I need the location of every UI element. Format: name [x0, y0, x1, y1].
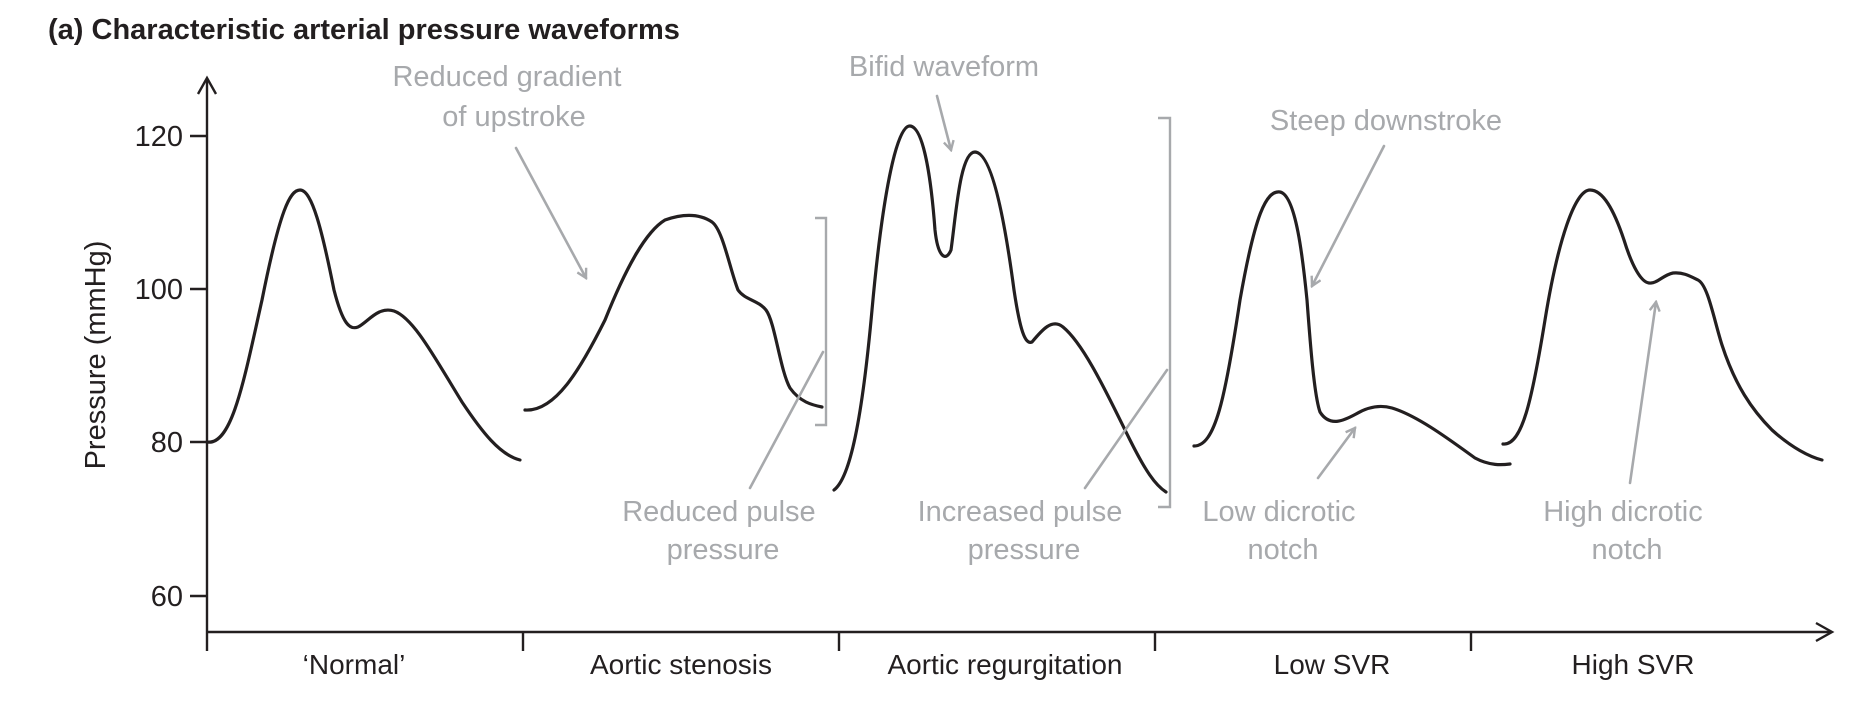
annotation-increased-pulse-pressure-line-1: Increased pulse — [918, 496, 1123, 528]
annotation-low-dicrotic: Low dicrotic notch — [1202, 496, 1363, 566]
category-label-low-svr: Low SVR — [1274, 649, 1391, 680]
y-tick-label-80: 80 — [151, 427, 183, 459]
pointer-low-dicrotic — [1316, 428, 1355, 480]
annotation-high-dicrotic: High dicrotic notch — [1543, 496, 1711, 566]
annotation-reduced-gradient: Reduced gradient of upstroke — [392, 61, 629, 133]
annotation-reduced-pulse-pressure-line-2: pressure — [667, 534, 780, 566]
y-tick-label-100: 100 — [135, 274, 183, 306]
category-label-high-svr: High SVR — [1572, 649, 1695, 680]
pulse-pressure-bracket-regurgitation — [1158, 116, 1172, 509]
annotation-low-dicrotic-line-2: notch — [1248, 534, 1319, 566]
waveform-normal — [205, 188, 522, 462]
annotation-bifid: Bifid waveform — [849, 51, 1039, 83]
pointer-reduced-pulse-pressure — [748, 350, 825, 490]
annotation-reduced-gradient-line-1: Reduced gradient — [392, 61, 621, 93]
pointer-high-dicrotic — [1628, 302, 1656, 485]
waveform-aortic-regurgitation — [832, 124, 1168, 494]
panel-title: (a) Characteristic arterial pressure wav… — [48, 14, 680, 46]
annotation-low-dicrotic-line-1: Low dicrotic — [1202, 496, 1355, 528]
category-label-normal: ‘Normal’ — [303, 649, 406, 680]
annotation-high-dicrotic-line-2: notch — [1592, 534, 1663, 566]
annotation-increased-pulse-pressure-line-2: pressure — [968, 534, 1081, 566]
category-label-aortic-stenosis: Aortic stenosis — [590, 649, 772, 680]
annotation-steep-downstroke-line-1: Steep downstroke — [1270, 105, 1502, 137]
waveform-high-svr — [1501, 188, 1824, 462]
annotation-steep-downstroke: Steep downstroke — [1270, 105, 1502, 137]
pointer-bifid — [935, 94, 951, 150]
annotation-reduced-gradient-line-2: of upstroke — [442, 101, 585, 133]
annotation-high-dicrotic-line-1: High dicrotic — [1543, 496, 1703, 528]
pulse-pressure-bracket-stenosis — [815, 216, 828, 427]
y-axis-label: Pressure (mmHg) — [80, 241, 112, 470]
waveform-low-svr — [1192, 190, 1512, 467]
waveform-aortic-stenosis — [523, 213, 824, 412]
y-tick-label-120: 120 — [135, 121, 183, 153]
annotation-increased-pulse-pressure: Increased pulse pressure — [918, 496, 1131, 566]
annotation-reduced-pulse-pressure-line-1: Reduced pulse — [622, 496, 815, 528]
annotation-reduced-pulse-pressure: Reduced pulse pressure — [622, 496, 824, 566]
pointer-increased-pulse-pressure — [1083, 368, 1169, 490]
y-tick-label-60: 60 — [151, 581, 183, 613]
annotation-bifid-line-1: Bifid waveform — [849, 51, 1039, 83]
pointer-steep-downstroke — [1312, 144, 1386, 286]
pointer-reduced-gradient — [514, 146, 586, 278]
category-label-aortic-regurgitation: Aortic regurgitation — [887, 649, 1122, 680]
